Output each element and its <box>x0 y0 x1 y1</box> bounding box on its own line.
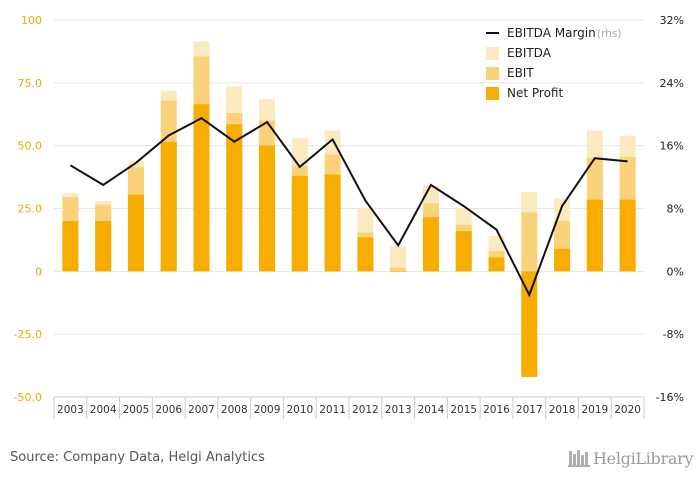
x-tick-label: 2017 <box>516 404 543 416</box>
bar-net-profit <box>554 248 571 272</box>
x-tick-label: 2019 <box>581 404 608 416</box>
brand-name: HelgiLibrary <box>593 448 694 468</box>
bar-ebit <box>521 212 538 272</box>
bar-net-profit <box>357 237 374 272</box>
chart: 100 32% 75.0 24% 50.0 16% 25.0 8% 0 0% -25.0 -8% -50… <box>14 14 684 419</box>
x-tick-label: 2010 <box>286 404 313 416</box>
bar-net-profit <box>95 221 112 272</box>
bar-net-profit <box>193 104 210 272</box>
left-tick-label: -25.0 <box>14 328 42 341</box>
left-tick-label: 100 <box>21 14 42 27</box>
x-tick-label: 2016 <box>483 404 510 416</box>
helgi-library-logo[interactable]: HelgiLibrary <box>568 446 693 470</box>
legend-label-ebit: EBIT <box>507 66 534 80</box>
legend-swatch-net-profit <box>486 87 499 100</box>
bar-net-profit <box>521 271 538 377</box>
x-tick-label: 2008 <box>221 404 248 416</box>
left-tick-label: 0 <box>35 265 42 278</box>
bar-net-profit <box>62 221 79 272</box>
legend-label-ebitda-margin: EBITDA Margin <box>507 26 596 40</box>
x-tick-label: 2015 <box>450 404 477 416</box>
legend-label-ebitda: EBITDA <box>507 46 552 60</box>
bar-ebit <box>390 267 407 272</box>
bar-net-profit <box>390 271 407 272</box>
x-tick-label: 2011 <box>319 404 346 416</box>
source-note: Source: Company Data, Helgi Analytics <box>10 450 265 465</box>
bar-net-profit <box>488 257 505 272</box>
bar-net-profit <box>324 174 341 272</box>
left-tick-label: -50.0 <box>14 391 42 404</box>
x-tick-label: 2018 <box>549 404 576 416</box>
bar-net-profit <box>160 141 177 272</box>
bar-net-profit <box>422 217 439 272</box>
bar-ebitda <box>390 246 407 272</box>
bar-net-profit <box>291 175 308 272</box>
bar-net-profit <box>226 124 243 272</box>
x-tick-label: 2009 <box>254 404 281 416</box>
left-tick-label: 75.0 <box>18 77 43 90</box>
legend-rhs-note: (rhs) <box>597 28 621 40</box>
bar-net-profit <box>455 231 472 272</box>
bar-net-profit <box>619 199 636 272</box>
x-tick-label: 2003 <box>57 404 84 416</box>
left-tick-label: 50.0 <box>18 140 43 153</box>
bar-net-profit <box>586 199 603 272</box>
right-tick-label: 24% <box>660 77 684 90</box>
x-tick-label: 2007 <box>188 404 215 416</box>
right-tick-label: 32% <box>660 14 684 27</box>
x-tick-label: 2013 <box>385 404 412 416</box>
right-tick-label: -16% <box>656 391 684 404</box>
right-tick-label: 16% <box>660 140 684 153</box>
legend-swatch-ebit <box>486 67 499 80</box>
x-tick-label: 2012 <box>352 404 379 416</box>
legend-label-net-profit: Net Profit <box>507 86 563 100</box>
library-building-icon <box>568 450 590 467</box>
x-tick-label: 2014 <box>418 404 445 416</box>
ebitda-margin-line <box>69 117 628 298</box>
x-tick-label: 2006 <box>155 404 182 416</box>
bar-net-profit <box>259 145 276 272</box>
right-tick-label: -8% <box>663 328 684 341</box>
x-tick-label: 2020 <box>614 404 641 416</box>
bar-net-profit <box>127 194 144 272</box>
right-tick-label: 0% <box>667 265 684 278</box>
legend-swatch-ebitda <box>486 47 499 60</box>
x-tick-label: 2005 <box>123 404 150 416</box>
x-tick-label: 2004 <box>90 404 117 416</box>
left-tick-label: 25.0 <box>18 203 43 216</box>
right-tick-label: 8% <box>667 203 684 216</box>
